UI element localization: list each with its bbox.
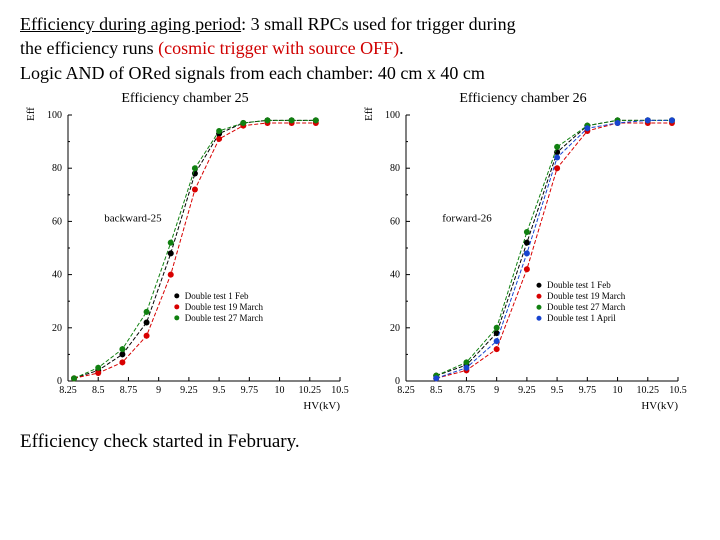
svg-text:9.25: 9.25	[180, 385, 198, 396]
svg-text:10.5: 10.5	[669, 385, 687, 396]
svg-text:9: 9	[494, 385, 499, 396]
svg-text:40: 40	[52, 269, 62, 280]
right-chart-title: Efficiency chamber 26	[358, 91, 688, 107]
svg-text:60: 60	[52, 216, 62, 227]
svg-text:9.5: 9.5	[551, 385, 564, 396]
svg-text:10.25: 10.25	[299, 385, 322, 396]
svg-text:9.5: 9.5	[213, 385, 226, 396]
svg-text:Double test 19 March: Double test 19 March	[547, 291, 626, 301]
svg-text:8.25: 8.25	[397, 385, 415, 396]
svg-text:HV(kV): HV(kV)	[303, 400, 340, 412]
svg-text:Double test 27 March: Double test 27 March	[547, 302, 626, 312]
svg-text:8.75: 8.75	[120, 385, 138, 396]
svg-text:20: 20	[52, 323, 62, 334]
svg-text:Double test 1 Feb: Double test 1 Feb	[185, 291, 249, 301]
svg-text:HV(kV): HV(kV)	[641, 400, 678, 412]
charts-row: Efficiency chamber 25 0204060801008.258.…	[20, 91, 700, 417]
svg-text:forward-26: forward-26	[442, 212, 492, 224]
svg-text:8.5: 8.5	[92, 385, 105, 396]
svg-text:8.25: 8.25	[59, 385, 77, 396]
svg-text:60: 60	[390, 216, 400, 227]
header-line3: Logic AND of ORed signals from each cham…	[20, 63, 485, 83]
right-chart: 0204060801008.258.58.7599.259.59.751010.…	[358, 107, 688, 417]
svg-text:9.75: 9.75	[579, 385, 597, 396]
right-chart-wrap: Efficiency chamber 26 0204060801008.258.…	[358, 91, 688, 417]
left-chart: 0204060801008.258.58.7599.259.59.751010.…	[20, 107, 350, 417]
svg-text:80: 80	[390, 163, 400, 174]
svg-text:Double test 27 March: Double test 27 March	[185, 313, 264, 323]
svg-text:Double test 19 March: Double test 19 March	[185, 302, 264, 312]
svg-text:9.75: 9.75	[241, 385, 258, 396]
svg-text:Double test 1 April: Double test 1 April	[547, 313, 616, 323]
svg-text:10: 10	[275, 385, 285, 396]
svg-text:10.25: 10.25	[637, 385, 660, 396]
svg-text:Efficiency (%): Efficiency (%)	[25, 107, 37, 121]
svg-text:8.75: 8.75	[458, 385, 476, 396]
header-line1-rest: : 3 small RPCs used for trigger during	[241, 14, 515, 34]
svg-text:Efficiency (%): Efficiency (%)	[363, 107, 375, 121]
svg-text:80: 80	[52, 163, 62, 174]
svg-text:Double test 1 Feb: Double test 1 Feb	[547, 280, 611, 290]
left-chart-wrap: Efficiency chamber 25 0204060801008.258.…	[20, 91, 350, 417]
header-line2-prefix: the efficiency runs	[20, 38, 154, 58]
svg-text:40: 40	[390, 269, 400, 280]
header-block: Efficiency during aging period: 3 small …	[20, 12, 700, 85]
svg-text:20: 20	[390, 323, 400, 334]
footer-text: Efficiency check started in February.	[20, 431, 700, 453]
svg-text:9: 9	[156, 385, 161, 396]
svg-text:9.25: 9.25	[518, 385, 536, 396]
svg-text:10.5: 10.5	[331, 385, 349, 396]
svg-text:backward-25: backward-25	[104, 212, 162, 224]
svg-text:100: 100	[385, 110, 400, 121]
header-line2-suffix: .	[399, 38, 404, 58]
svg-text:100: 100	[47, 110, 62, 121]
header-line2-red: (cosmic trigger with source OFF)	[154, 38, 399, 58]
svg-text:8.5: 8.5	[430, 385, 443, 396]
left-chart-title: Efficiency chamber 25	[20, 91, 350, 107]
svg-text:10: 10	[613, 385, 623, 396]
header-title: Efficiency during aging period	[20, 14, 241, 34]
